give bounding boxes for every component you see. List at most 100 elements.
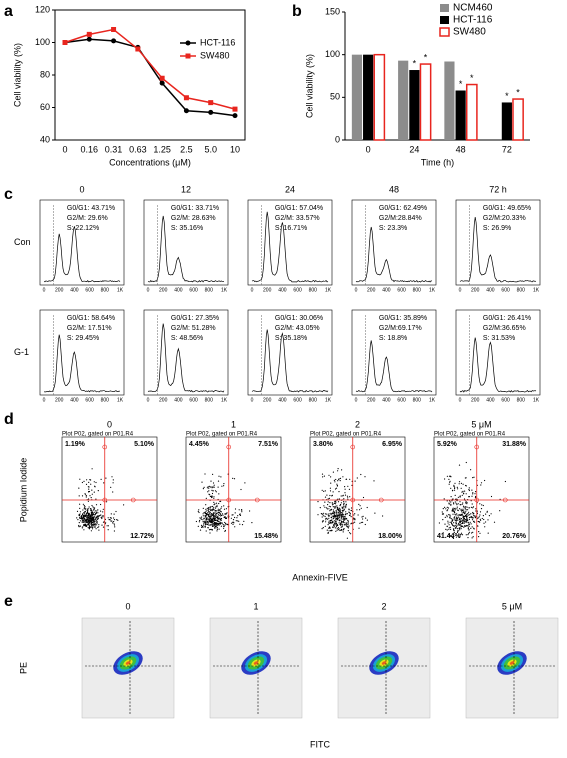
cell-cycle-label: G0/G1: 33.71% <box>171 205 219 212</box>
event-dot <box>342 516 344 518</box>
event-dot <box>456 531 459 534</box>
event-dot <box>205 508 207 510</box>
legend-label: HCT-116 <box>453 15 493 26</box>
event-dot <box>454 509 456 511</box>
event-dot <box>329 487 331 489</box>
event-dot <box>93 520 95 522</box>
event-dot <box>338 516 341 518</box>
event-dot <box>499 510 501 512</box>
event-dot <box>466 506 468 508</box>
event-dot <box>203 511 205 514</box>
event-dot <box>339 480 341 482</box>
event-dot <box>333 522 336 524</box>
event-dot <box>218 475 220 477</box>
event-dot <box>323 475 325 477</box>
x-tick-label: 800 <box>413 287 422 293</box>
x-tick-label: 0 <box>147 287 150 293</box>
x-tick-label: 1K <box>533 287 540 293</box>
event-dot <box>215 525 217 527</box>
event-dot <box>200 518 202 520</box>
event-dot <box>239 514 242 517</box>
event-dot <box>458 483 460 485</box>
event-dot <box>333 506 335 508</box>
event-dot <box>216 527 218 529</box>
event-dot <box>113 524 116 526</box>
event-dot <box>335 517 337 520</box>
event-dot <box>211 487 213 489</box>
event-dot <box>328 530 330 532</box>
event-dot <box>478 516 480 518</box>
event-dot <box>346 513 348 515</box>
event-dot <box>459 508 461 510</box>
event-dot <box>212 523 215 525</box>
cell-cycle-label: S: 29.45% <box>67 335 99 342</box>
x-tick-label: 1K <box>325 397 332 403</box>
event-dot <box>206 507 208 509</box>
event-dot <box>464 525 466 527</box>
x-tick-label: 800 <box>413 397 422 403</box>
event-dot <box>332 521 334 523</box>
legend-label: SW480 <box>453 27 486 38</box>
event-dot <box>336 483 338 485</box>
plot-frame <box>61 436 158 543</box>
marker <box>135 46 141 52</box>
histogram-frame <box>247 199 333 286</box>
event-dot <box>487 532 489 534</box>
event-dot <box>461 519 463 521</box>
event-dot <box>236 517 238 519</box>
cell-cycle-label: G2/M:36.65% <box>483 325 526 332</box>
x-tick-label: 800 <box>309 287 318 293</box>
cell-cycle-label: G0/G1: 26.41% <box>483 315 531 322</box>
event-dot <box>354 521 356 523</box>
event-dot <box>209 508 211 510</box>
series-line <box>64 28 236 110</box>
quadrant-value: 6.95% <box>382 441 403 448</box>
event-dot <box>457 519 459 521</box>
cell-cycle-label: G2/M: 33.57% <box>275 215 320 222</box>
event-dot <box>327 501 329 503</box>
event-dot <box>448 514 450 516</box>
event-dot <box>441 511 443 513</box>
event-dot <box>217 480 220 482</box>
event-dot <box>343 498 345 500</box>
event-dot <box>451 510 454 512</box>
event-dot <box>366 506 368 509</box>
event-dot <box>338 513 340 515</box>
bar <box>444 61 455 140</box>
event-dot <box>90 508 92 510</box>
event-dot <box>458 481 461 483</box>
event-dot <box>338 514 340 516</box>
histogram-trace <box>251 329 329 393</box>
event-dot <box>210 515 212 517</box>
event-dot <box>338 511 340 514</box>
x-tick-label: 1K <box>221 397 228 403</box>
event-dot <box>458 522 460 525</box>
event-dot <box>448 502 450 504</box>
event-dot <box>463 493 465 495</box>
event-dot <box>460 487 462 489</box>
event-dot <box>215 513 217 515</box>
cell-cycle-label: G0/G1: 35.89% <box>379 315 427 322</box>
event-dot <box>329 494 331 497</box>
event-dot <box>449 517 451 519</box>
event-dot <box>332 524 335 526</box>
histogram-trace <box>459 216 537 283</box>
event-dot <box>101 524 103 526</box>
histogram-frame <box>351 199 437 286</box>
x-tick-label: 800 <box>101 287 110 293</box>
event-dot <box>100 514 102 516</box>
x-tick-label: 24 <box>409 144 419 154</box>
event-dot <box>465 461 467 464</box>
event-dot <box>471 489 473 491</box>
event-dot <box>343 518 345 520</box>
event-dot <box>216 530 218 532</box>
event-dot <box>351 484 353 486</box>
event-dot <box>87 527 89 529</box>
event-dot <box>232 523 234 526</box>
event-dot <box>202 515 204 517</box>
event-dot <box>461 503 463 505</box>
event-dot <box>89 527 91 529</box>
event-dot <box>92 524 94 526</box>
event-dot <box>340 513 342 515</box>
cell-cycle-label: G2/M:69.17% <box>379 325 422 332</box>
